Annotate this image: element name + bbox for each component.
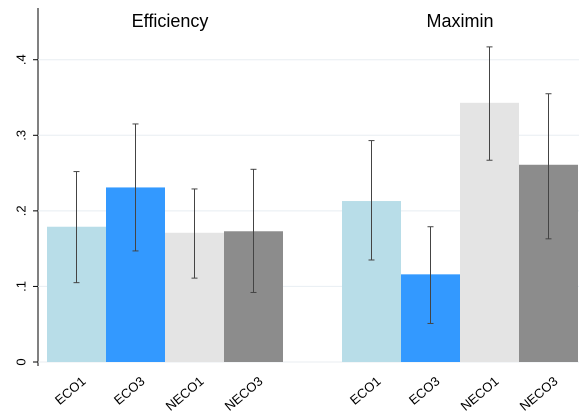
x-tick-label: NECO1 — [458, 373, 502, 413]
x-tick-label: NECO3 — [222, 373, 266, 413]
y-tick-label: .4 — [13, 54, 28, 65]
panel-title: Maximin — [426, 11, 493, 31]
y-tick-label: .3 — [13, 130, 28, 141]
x-tick-label: ECO1 — [52, 373, 89, 407]
y-tick-label: 0 — [13, 358, 28, 365]
x-tick-label: NECO1 — [163, 373, 207, 413]
x-tick-label: ECO3 — [111, 373, 148, 407]
panel-title: Efficiency — [132, 11, 209, 31]
y-tick-label: .2 — [13, 205, 28, 216]
x-tick-label: ECO1 — [347, 373, 384, 407]
x-tick-label: NECO3 — [517, 373, 561, 413]
x-tick-label: ECO3 — [406, 373, 443, 407]
y-tick-label: .1 — [13, 281, 28, 292]
